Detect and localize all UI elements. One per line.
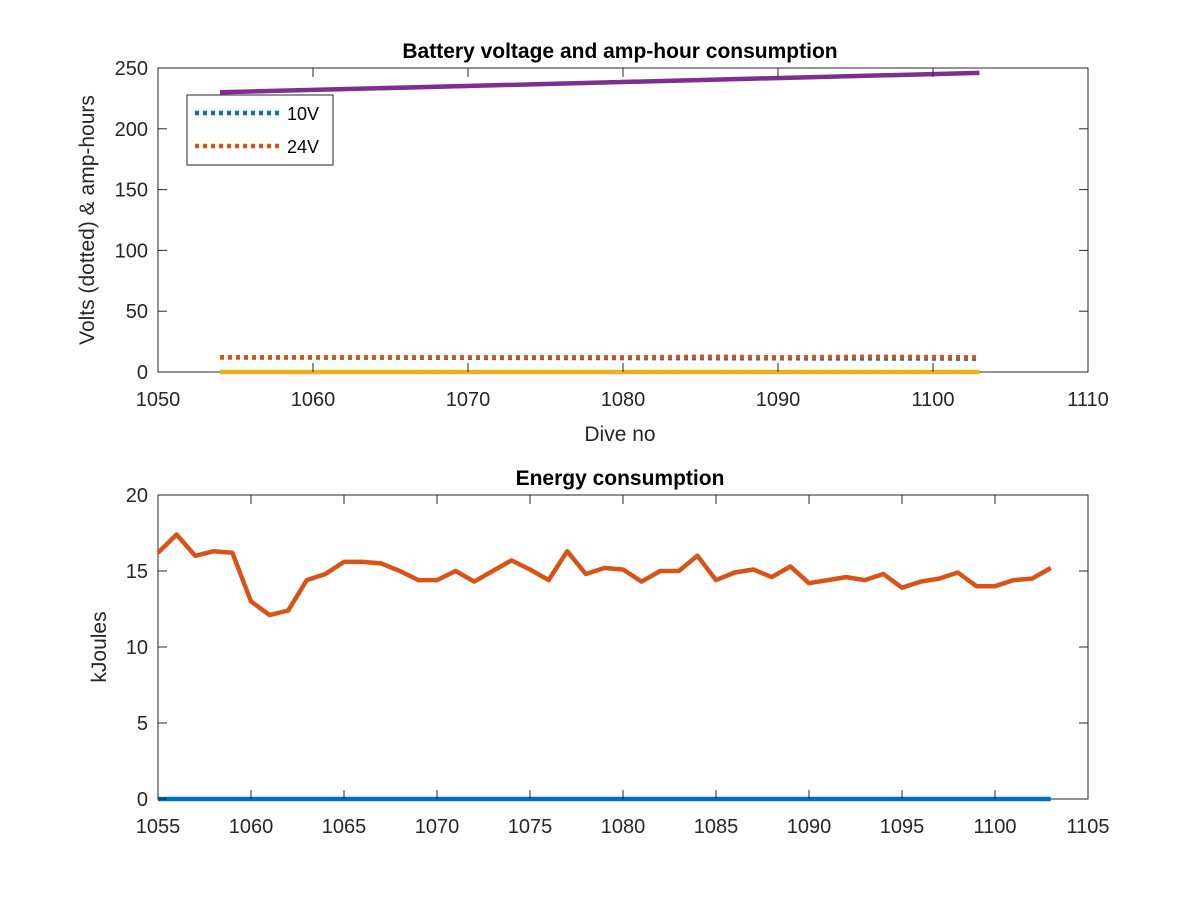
x-tick-label: 1085 — [694, 816, 739, 838]
x-tick-label: 1110 — [1067, 389, 1109, 411]
axis-ticks: 1050 1060 1070 1080 1090 1100 1110 0 50 100 150 200… — [115, 58, 1109, 411]
series-line — [219, 70, 980, 95]
x-tick-label: 1060 — [229, 816, 274, 838]
legend-box — [186, 94, 334, 166]
y-tick-label: 200 — [115, 119, 148, 141]
x-tick-label: 1100 — [911, 389, 954, 411]
legend-label-10v: 10V — [287, 104, 319, 124]
y-tick-label: 250 — [115, 58, 148, 80]
x-tick-label: 1105 — [1066, 816, 1109, 838]
y-tick-label: 10 — [126, 637, 148, 659]
legend-label-24v: 24V — [287, 137, 319, 157]
chart-title: Energy consumption — [516, 467, 725, 490]
x-tick-label: 1100 — [973, 816, 1016, 838]
y-tick-label: 100 — [115, 240, 148, 262]
energy-panel: 1055 1060 1065 1070 1075 1080 1085 1090 1095 1100… — [88, 467, 1110, 838]
y-tick-label: 0 — [137, 789, 148, 811]
x-tick-label: 1090 — [787, 816, 832, 838]
series-line — [220, 354, 980, 360]
y-tick-label: 5 — [137, 713, 148, 735]
x-axis-label: Dive no — [584, 423, 655, 446]
y-axis-label: kJoules — [88, 611, 111, 682]
x-tick-label: 1075 — [508, 816, 553, 838]
legend: 10V 24V — [186, 94, 334, 166]
x-tick-label: 1060 — [291, 389, 336, 411]
series-line — [156, 532, 1052, 618]
plot-area-frame — [157, 494, 1089, 800]
x-tick-label: 1070 — [415, 816, 460, 838]
axis-ticks: 1055 1060 1065 1070 1075 1080 1085 1090 1095 1100… — [126, 485, 1110, 838]
x-tick-label: 1070 — [446, 389, 491, 411]
x-tick-label: 1095 — [880, 816, 925, 838]
voltage-amphour-panel: 1050 1060 1070 1080 1090 1100 1110 0 50 100 150 200… — [76, 40, 1109, 446]
x-tick-label: 1080 — [601, 389, 646, 411]
x-tick-label: 1080 — [601, 816, 646, 838]
x-tick-label: 1055 — [136, 816, 181, 838]
y-tick-label: 0 — [137, 362, 148, 384]
plot-lines — [219, 70, 980, 375]
x-tick-label: 1065 — [322, 816, 367, 838]
x-tick-label: 1050 — [136, 389, 181, 411]
chart-title: Battery voltage and amp-hour consumption — [402, 40, 837, 63]
y-tick-label: 50 — [126, 301, 148, 323]
y-tick-label: 20 — [126, 485, 148, 507]
y-axis-label: Volts (dotted) & amp-hours — [76, 95, 99, 345]
x-tick-label: 1090 — [756, 389, 801, 411]
y-tick-label: 15 — [126, 561, 148, 583]
y-tick-label: 150 — [115, 180, 148, 202]
